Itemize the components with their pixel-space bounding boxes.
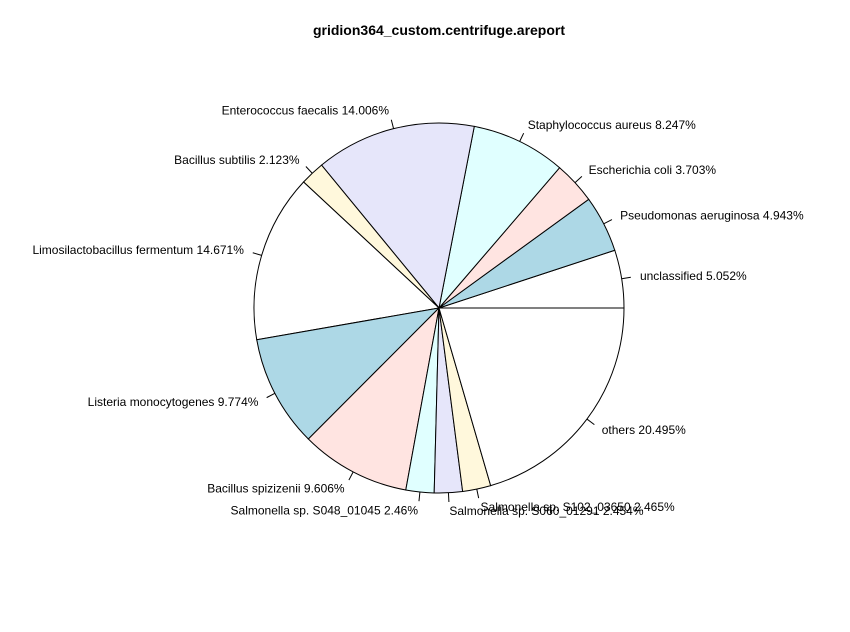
slice-label: Listeria monocytogenes 9.774%: [88, 395, 259, 409]
slice-label-tick: [519, 132, 525, 142]
slice-label: Salmonella sp. S048_01045 2.46%: [231, 503, 419, 517]
slice-label: Bacillus subtilis 2.123%: [174, 153, 300, 167]
pie-slice: [256, 307, 441, 440]
slice-label: Limosilactobacillus fermentum 14.671%: [32, 243, 244, 257]
slice-label: Bacillus spizizenii 9.606%: [207, 481, 345, 495]
pie-slice: [438, 307, 625, 487]
slice-label: others 20.495%: [602, 423, 686, 437]
slice-label: unclassified 5.052%: [640, 269, 747, 283]
slice-label-tick: [266, 392, 276, 399]
slice-labels: unclassified 5.052% Pseudomonas aeruginos…: [32, 104, 804, 518]
slice-label-tick: [476, 488, 480, 499]
slice-label-tick: [418, 491, 421, 502]
pie-slice: [253, 181, 441, 341]
pie-slice: [307, 306, 440, 491]
slice-label: Salmonella sp. S060_01291 2.454%: [449, 504, 643, 518]
slice-label-tick: [252, 252, 262, 256]
pie-slice: [438, 125, 561, 310]
slice-label-tick: [390, 119, 395, 129]
slice-label-tick: [348, 471, 354, 481]
slice-label: Staphylococcus aureus 8.247%: [528, 118, 696, 132]
pie-slice: [320, 122, 475, 310]
slice-label: Enterococcus faecalis 14.006%: [222, 104, 390, 118]
slice-label-tick: [621, 276, 631, 280]
slice-label: Pseudomonas aeruginosa 4.943%: [620, 208, 804, 222]
chart-title: gridion364_custom.centrifuge.areport: [313, 22, 565, 38]
slice-label-tick: [574, 176, 583, 184]
slice-label-tick: [603, 219, 613, 225]
label-ticks: [252, 119, 631, 503]
pie-slices: [253, 122, 625, 494]
slice-label-tick: [586, 418, 595, 426]
slice-label: Escherichia coli 3.703%: [589, 163, 717, 177]
slice-label-tick: [305, 166, 313, 174]
slice-label: Salmonella sp. S102_03650 2.465%: [481, 500, 675, 514]
